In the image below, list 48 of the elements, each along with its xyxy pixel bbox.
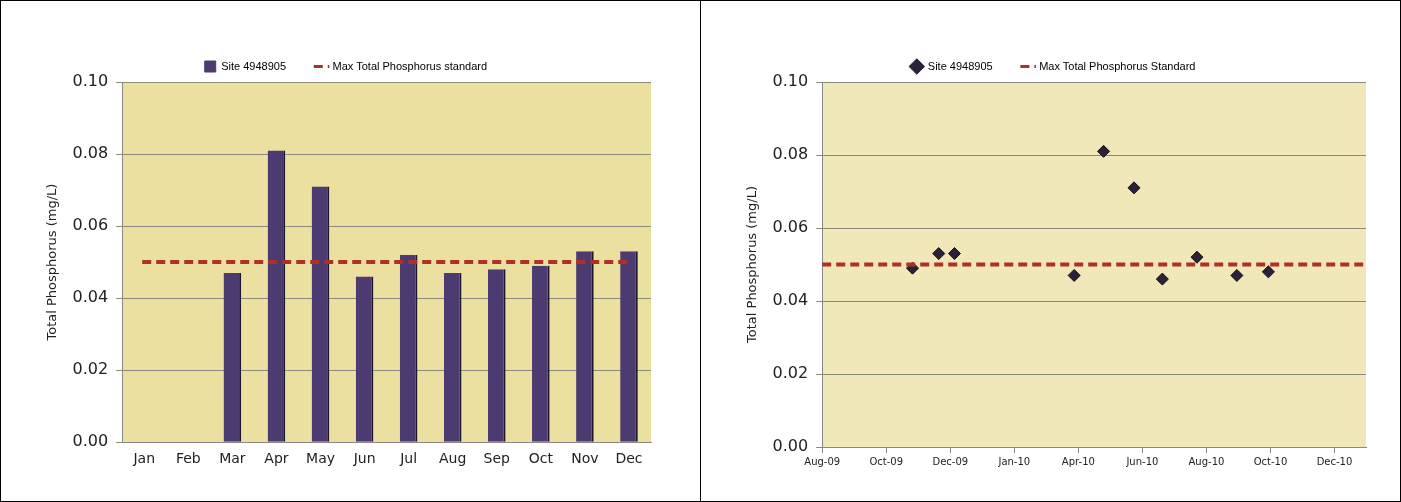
y-tick-label: 0.04 [772,290,809,310]
point [932,247,946,261]
x-tick-label: Aug [439,450,467,467]
x-tick-label: Jan-10 [997,455,1031,467]
x-tick-label: Dec [615,450,643,467]
x-tick-label: Aug-10 [1188,455,1225,467]
x-tick-label: Dec-10 [1316,455,1353,467]
legend-label: Site 4948905 [221,59,287,72]
y-tick-label: 0.02 [772,363,809,383]
y-tick-label: 0.06 [772,217,809,237]
x-tick-label: May [306,450,335,467]
y-tick-label: 0.10 [772,71,809,91]
point [1067,268,1081,282]
point [1190,250,1204,264]
point [1155,272,1169,286]
x-tick-label: Nov [571,450,599,467]
y-tick-label: 0.02 [72,359,109,379]
x-tick-label: Jun-10 [1125,455,1159,467]
point [1230,268,1244,282]
x-tick-label: Jun [352,450,376,467]
x-tick-label: Feb [175,450,201,467]
x-tick-label: Jan [132,450,156,467]
y-tick-label: 0.00 [72,431,109,451]
x-tick-label: Apr [264,450,289,467]
x-tick-label: Apr-10 [1061,455,1095,467]
x-tick-label: Oct-09 [869,455,904,467]
x-tick-label: Dec-09 [932,455,969,467]
y-tick-label: 0.00 [772,436,809,456]
y-tick-label: 0.06 [72,215,109,235]
y-tick-label: 0.08 [772,144,809,164]
point [1097,144,1111,158]
x-tick-label: Jul [399,450,418,467]
point [1261,265,1275,279]
y-tick-label: 0.04 [72,287,109,307]
y-tick-label: 0.08 [72,143,109,163]
legend-label: Max Total Phosphorus standard [332,59,488,72]
y-axis-title: Total Phosphorus (mg/L) [744,186,760,344]
point [948,247,961,261]
x-tick-label: Aug-09 [804,455,841,467]
point [1127,181,1141,195]
y-tick-label: 0.10 [72,71,109,91]
x-tick-label: Oct-10 [1253,455,1288,467]
x-tick-label: Oct [528,450,554,467]
y-axis-title: Total Phosphorus (mg/L) [44,183,60,342]
x-tick-label: Sep [483,450,511,467]
legend-label: Site 4948905 [927,59,993,72]
x-tick-label: Mar [219,450,246,467]
legend-label: Max Total Phosphorus Standard [1039,59,1196,72]
